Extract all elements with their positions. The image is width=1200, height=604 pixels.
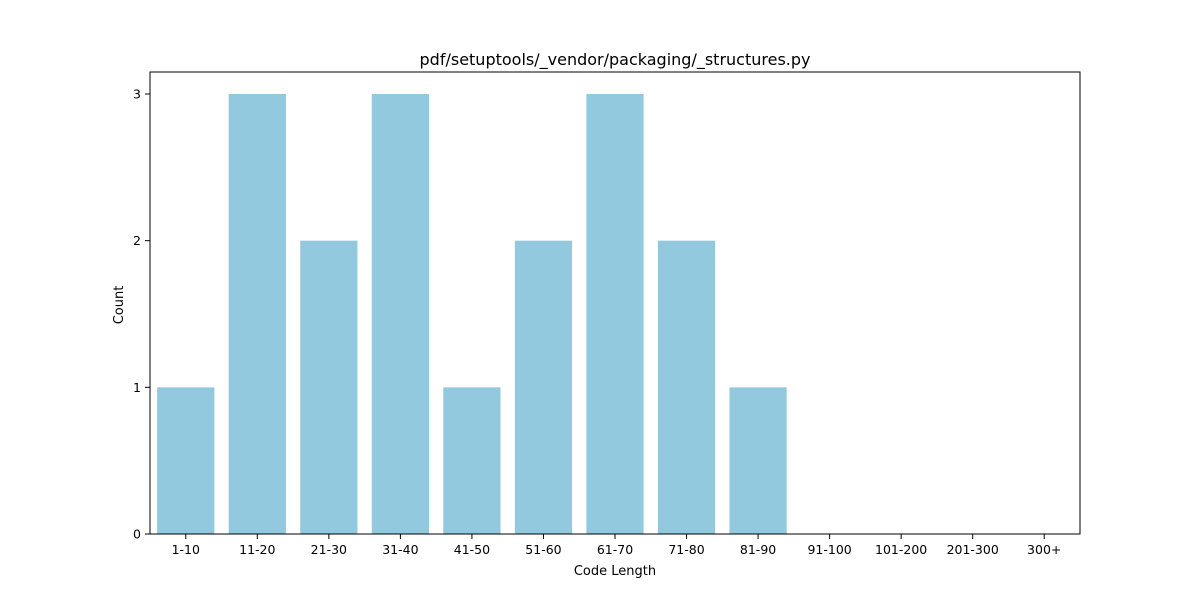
- x-tick-label-81-90: 81-90: [740, 542, 776, 557]
- bar-11-20: [228, 94, 286, 534]
- bar-31-40: [371, 94, 429, 534]
- bar-81-90: [729, 387, 787, 534]
- chart-title: pdf/setuptools/_vendor/packaging/_struct…: [420, 50, 811, 70]
- bar-21-30: [300, 240, 358, 534]
- y-axis: 0 1 2 3: [133, 87, 150, 542]
- y-tick-label-2: 2: [133, 233, 141, 248]
- y-tick-label-0: 0: [133, 527, 141, 542]
- x-tick-label-101-200: 101-200: [875, 542, 927, 557]
- x-tick-label-31-40: 31-40: [382, 542, 418, 557]
- x-tick-label-11-20: 11-20: [239, 542, 275, 557]
- x-tick-label-300+: 300+: [1027, 542, 1061, 557]
- bars-group: [157, 94, 787, 534]
- x-tick-label-201-300: 201-300: [947, 542, 999, 557]
- x-tick-label-21-30: 21-30: [311, 542, 347, 557]
- y-tick-label-1: 1: [133, 380, 141, 395]
- y-axis-label: Count: [112, 286, 127, 325]
- x-tick-label-51-60: 51-60: [525, 542, 561, 557]
- x-tick-label-61-70: 61-70: [597, 542, 633, 557]
- x-tick-label-1-10: 1-10: [172, 542, 200, 557]
- x-tick-label-71-80: 71-80: [668, 542, 704, 557]
- y-tick-label-3: 3: [133, 87, 141, 102]
- bar-71-80: [657, 240, 716, 534]
- plot-frame: [149, 71, 1081, 535]
- x-tick-label-91-100: 91-100: [807, 542, 851, 557]
- bar-41-50: [443, 387, 501, 534]
- bar-1-10: [157, 387, 215, 534]
- x-tick-label-41-50: 41-50: [454, 542, 490, 557]
- x-axis: 1-10 11-20 21-30 31-40 41-50 51-60 61-70 71-80 8…: [172, 534, 1061, 557]
- bar-51-60: [514, 240, 573, 534]
- x-axis-label: Code Length: [574, 564, 656, 579]
- bar-61-70: [586, 94, 644, 534]
